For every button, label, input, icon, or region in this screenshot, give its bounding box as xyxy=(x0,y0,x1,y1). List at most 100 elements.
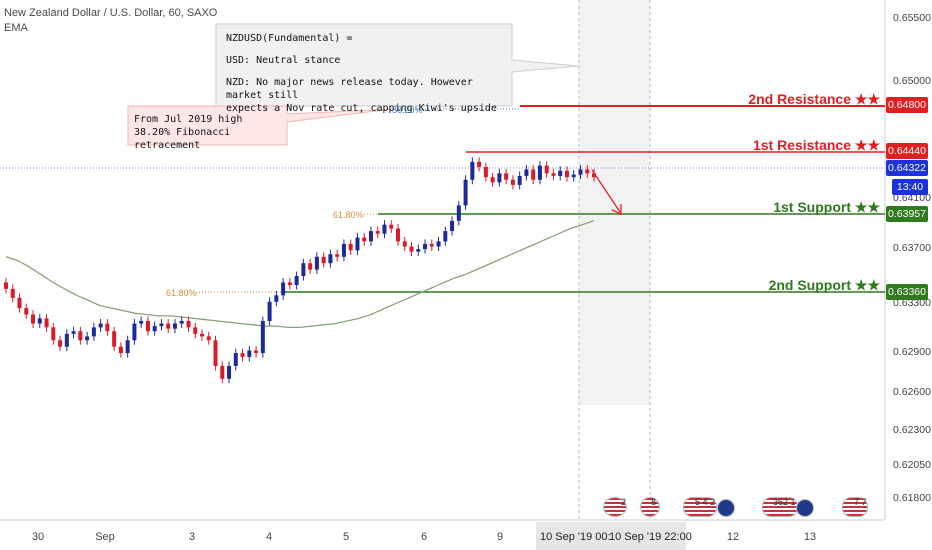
event-count: 5 4 2 xyxy=(695,497,716,507)
s2-price-badge: 0.63360 xyxy=(886,284,928,300)
candle-body xyxy=(470,161,475,180)
candle-body xyxy=(429,243,434,247)
candle-body xyxy=(24,308,29,315)
crosshair-bg xyxy=(536,522,686,550)
candle-body xyxy=(409,246,414,252)
candle-body xyxy=(132,323,137,341)
us-flag-event-icon[interactable] xyxy=(842,497,868,517)
x-tick: 3 xyxy=(188,531,196,543)
candle-body xyxy=(4,282,8,289)
s1-label: 1st Support ★★ xyxy=(773,199,880,215)
fundamental-annotation: NZDUSD(Fundamental) = USD: Neutral stanc… xyxy=(226,32,506,115)
us-flag-event-icon[interactable] xyxy=(603,497,627,517)
nz-flag-event-icon[interactable] xyxy=(717,499,735,517)
candle-layer xyxy=(4,157,596,384)
candle-body xyxy=(233,353,238,366)
candle-body xyxy=(321,256,326,264)
candle-body xyxy=(544,165,549,174)
session-highlight xyxy=(579,0,650,405)
s1-price-badge: 0.63957 xyxy=(886,206,928,222)
s2-label: 2nd Support ★★ xyxy=(768,277,880,293)
event-count: 8 xyxy=(651,497,657,507)
r1-label: 1st Resistance ★★ xyxy=(752,137,880,153)
y-tick: 0.65500 xyxy=(893,12,931,24)
candle-body xyxy=(213,340,218,366)
fib-618a-label: 61.80% xyxy=(333,210,364,220)
us-flag-event-icon[interactable] xyxy=(640,497,660,517)
ema-layer xyxy=(5,220,595,329)
candle-body xyxy=(260,320,265,354)
projection-arrowhead xyxy=(611,204,622,216)
annotation-nzd: NZD: No major news release today. Howeve… xyxy=(226,77,497,114)
y-tick: 0.64100 xyxy=(893,192,931,204)
nz-flag-event-icon[interactable] xyxy=(796,499,814,517)
candle-body xyxy=(537,165,542,180)
candle-body xyxy=(585,169,590,174)
candle-body xyxy=(510,179,515,185)
candle-body xyxy=(416,249,421,252)
candle-body xyxy=(240,353,245,357)
event-count: 7 7 xyxy=(854,497,867,507)
fib-382-label: 38.20% xyxy=(392,105,423,115)
candle-body xyxy=(220,365,225,379)
candle-body xyxy=(98,323,103,328)
candle-body xyxy=(51,327,56,341)
candle-body xyxy=(571,174,576,178)
y-tick: 0.62900 xyxy=(893,346,931,358)
candle-body xyxy=(118,346,123,354)
candle-body xyxy=(477,161,482,167)
x-tick: 30 xyxy=(31,531,45,543)
candle-body xyxy=(335,254,340,257)
candle-body xyxy=(247,350,252,357)
candle-body xyxy=(31,314,36,324)
candle-body xyxy=(145,320,150,332)
fib-note-line1: From Jul 2019 high xyxy=(134,114,243,125)
fib-note-bg[interactable] xyxy=(127,105,393,146)
candle-body xyxy=(294,276,299,286)
candle-body xyxy=(558,170,563,176)
candle-body xyxy=(382,224,387,234)
candle-body xyxy=(348,243,353,251)
candle-body xyxy=(64,333,69,347)
candle-body xyxy=(186,320,191,328)
x-tick: 12 xyxy=(726,531,740,543)
candle-body xyxy=(450,220,455,232)
us-flag-event-icon[interactable] xyxy=(683,497,717,517)
candle-body xyxy=(355,237,360,251)
candle-body xyxy=(483,166,488,178)
event-count: 2 xyxy=(621,497,627,507)
y-tick: 0.61800 xyxy=(893,492,931,504)
candle-body xyxy=(267,301,272,321)
annotation-heading: NZDUSD(Fundamental) = xyxy=(226,33,353,44)
x-tick: 13 xyxy=(803,531,817,543)
x-tick: 6 xyxy=(420,531,428,543)
candle-body xyxy=(179,320,184,324)
candle-body xyxy=(463,179,468,206)
candle-body xyxy=(172,323,177,329)
crosshair-label-right: 10 Sep '19 22:00 xyxy=(609,531,692,543)
x-tick: 4 xyxy=(265,531,273,543)
candle-body xyxy=(314,256,319,270)
annotation-usd: USD: Neutral stance xyxy=(226,55,341,66)
candle-body xyxy=(551,173,556,176)
candle-body xyxy=(139,320,144,324)
candle-body xyxy=(37,318,42,324)
countdown-badge: 13:40 xyxy=(892,179,928,195)
candle-body xyxy=(78,331,83,341)
fib-618b-label: 61.80% xyxy=(166,288,197,298)
x-tick: Sep xyxy=(95,531,115,543)
candle-body xyxy=(227,365,232,379)
candle-body xyxy=(193,327,198,334)
candle-body xyxy=(362,237,367,242)
indicator-label[interactable]: EMA xyxy=(4,22,28,34)
candle-body xyxy=(402,241,407,247)
candle-body xyxy=(166,323,171,329)
candle-body xyxy=(200,333,204,337)
y-tick: 0.62300 xyxy=(893,424,931,436)
event-count: 362 1 xyxy=(773,497,796,507)
candle-body xyxy=(389,224,394,229)
candle-body xyxy=(368,231,373,242)
candle-body xyxy=(396,228,400,242)
candle-body xyxy=(301,263,306,277)
